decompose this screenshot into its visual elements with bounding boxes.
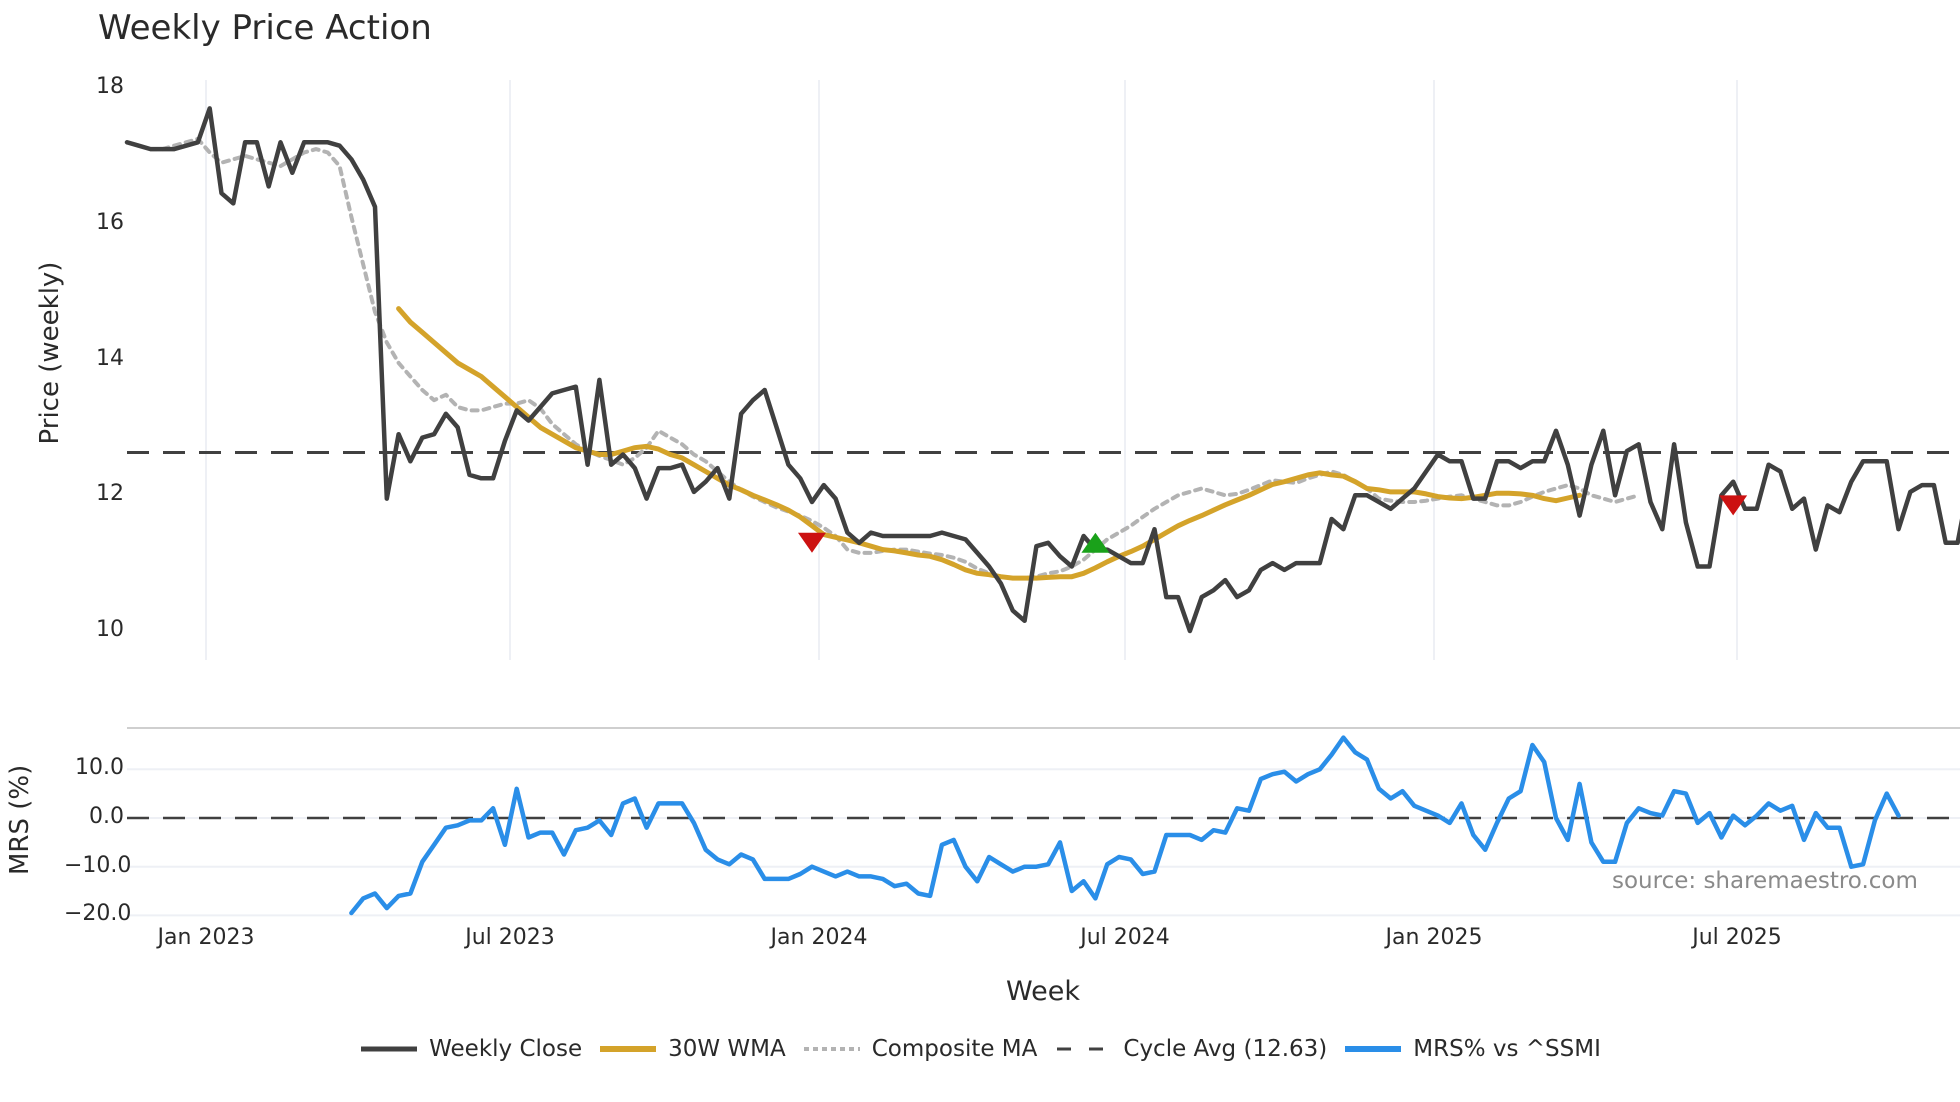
price-series [124, 106, 1960, 634]
price-y-tick: 18 [96, 74, 124, 99]
mrs-y-tick: 10.0 [75, 755, 124, 781]
buy-signal-triangle-up-icon [1081, 532, 1110, 553]
solid-line-icon [598, 1039, 658, 1059]
legend-label: 30W WMA [668, 1036, 786, 1062]
mrs-y-tick: 0.0 [89, 804, 124, 829]
x-tick-label: Jul 2023 [465, 925, 555, 950]
x-tick-label: Jul 2024 [1080, 925, 1170, 950]
legend-label: Weekly Close [429, 1036, 583, 1062]
price-y-tick: 10 [96, 617, 124, 642]
price-y-tick: 16 [96, 209, 124, 235]
price-y-axis-label: Price (weekly) [35, 261, 65, 445]
sell-signal-triangle-down-icon [797, 532, 826, 553]
x-tick-label: Jan 2025 [1385, 925, 1483, 950]
x-tick-label: Jan 2024 [770, 925, 868, 950]
legend-label: MRS% vs ^SSMI [1413, 1036, 1601, 1062]
source-watermark: source: sharemaestro.com [1612, 868, 1918, 894]
signal-markers [797, 495, 1748, 553]
price-grid [205, 80, 1738, 660]
mrs-y-tick: −10.0 [64, 852, 132, 878]
price-y-tick: 14 [96, 345, 124, 371]
dotted-line-icon [802, 1039, 862, 1059]
x-tick-label: Jul 2025 [1692, 925, 1782, 950]
weekly-close-line [124, 106, 1960, 634]
legend-label: Cycle Avg (12.63) [1123, 1036, 1328, 1062]
chart-title: Weekly Price Action [98, 8, 432, 48]
legend-item-weekly-close[interactable]: Weekly Close [359, 1036, 582, 1062]
mrs-series [127, 735, 1960, 916]
legend-label: Composite MA [871, 1036, 1038, 1062]
mrs-y-tick: −20.0 [64, 901, 132, 927]
x-tick-label: Jan 2023 [157, 925, 255, 950]
wma-line [396, 306, 1583, 581]
legend-item-cycle-avg[interactable]: Cycle Avg (12.63) [1053, 1036, 1327, 1062]
x-axis-label: Week [1006, 976, 1080, 1007]
mrs-line [349, 735, 1901, 916]
solid-line-icon [359, 1039, 419, 1059]
price-y-tick: 12 [96, 481, 124, 507]
mrs-y-axis-label: MRS (%) [5, 764, 35, 875]
dashed-line-icon [1053, 1039, 1113, 1059]
solid-line-icon [1343, 1039, 1403, 1059]
legend-item-30w-wma[interactable]: 30W WMA [598, 1036, 786, 1062]
sell-signal-triangle-down-icon [1719, 495, 1748, 516]
legend: Weekly Close 30W WMA Composite MA Cycle … [0, 1036, 1960, 1062]
legend-item-mrs[interactable]: MRS% vs ^SSMI [1343, 1036, 1601, 1062]
legend-item-composite-ma[interactable]: Composite MA [802, 1036, 1038, 1062]
